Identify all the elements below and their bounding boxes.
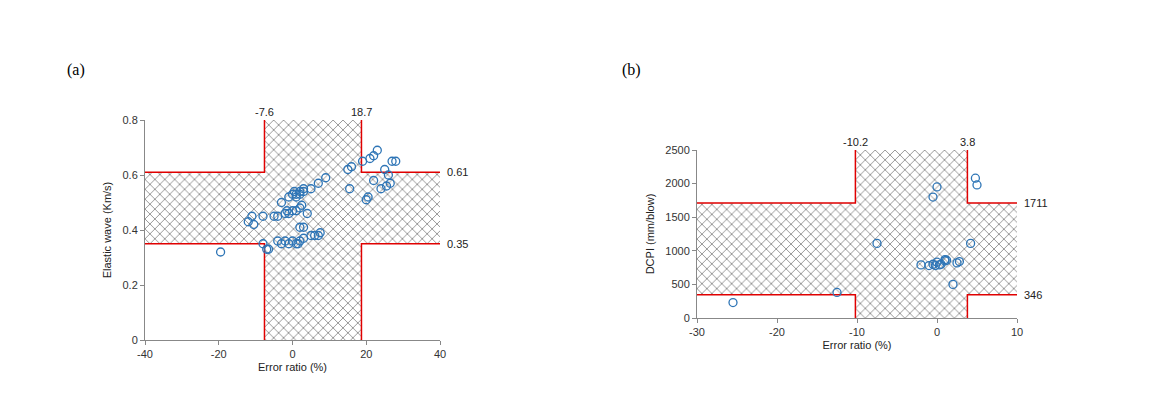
svg-text:-7.6: -7.6 bbox=[255, 106, 274, 118]
svg-text:0.61: 0.61 bbox=[447, 166, 468, 178]
svg-text:-20: -20 bbox=[211, 348, 227, 360]
svg-text:10: 10 bbox=[1011, 326, 1023, 338]
svg-text:0.4: 0.4 bbox=[123, 224, 138, 236]
svg-text:-40: -40 bbox=[137, 348, 153, 360]
svg-text:0: 0 bbox=[684, 312, 690, 324]
svg-text:0.35: 0.35 bbox=[447, 238, 468, 250]
svg-text:Error ratio (%): Error ratio (%) bbox=[822, 339, 891, 351]
svg-text:18.7: 18.7 bbox=[351, 106, 372, 118]
svg-text:346: 346 bbox=[1024, 289, 1042, 301]
svg-text:-30: -30 bbox=[689, 326, 705, 338]
svg-text:0: 0 bbox=[132, 334, 138, 346]
svg-text:(b): (b) bbox=[622, 61, 641, 79]
svg-text:-10: -10 bbox=[849, 326, 865, 338]
svg-text:20: 20 bbox=[360, 348, 372, 360]
svg-text:3.8: 3.8 bbox=[960, 136, 975, 148]
svg-text:1500: 1500 bbox=[665, 211, 689, 223]
svg-text:DCPI (mm/blow): DCPI (mm/blow) bbox=[644, 194, 656, 275]
svg-text:(a): (a) bbox=[67, 61, 85, 79]
svg-text:Error ratio (%): Error ratio (%) bbox=[258, 361, 327, 373]
svg-text:0.8: 0.8 bbox=[123, 114, 138, 126]
svg-text:-10.2: -10.2 bbox=[843, 136, 868, 148]
svg-text:0: 0 bbox=[934, 326, 940, 338]
svg-text:Elastic wave (Km/s): Elastic wave (Km/s) bbox=[101, 182, 113, 279]
svg-text:500: 500 bbox=[671, 278, 689, 290]
svg-text:0.2: 0.2 bbox=[123, 279, 138, 291]
svg-text:1000: 1000 bbox=[665, 245, 689, 257]
svg-text:1711: 1711 bbox=[1024, 197, 1048, 209]
svg-text:2000: 2000 bbox=[665, 177, 689, 189]
svg-text:0: 0 bbox=[289, 348, 295, 360]
svg-text:2500: 2500 bbox=[665, 144, 689, 156]
svg-text:0.6: 0.6 bbox=[123, 169, 138, 181]
svg-text:-20: -20 bbox=[769, 326, 785, 338]
svg-text:40: 40 bbox=[434, 348, 446, 360]
